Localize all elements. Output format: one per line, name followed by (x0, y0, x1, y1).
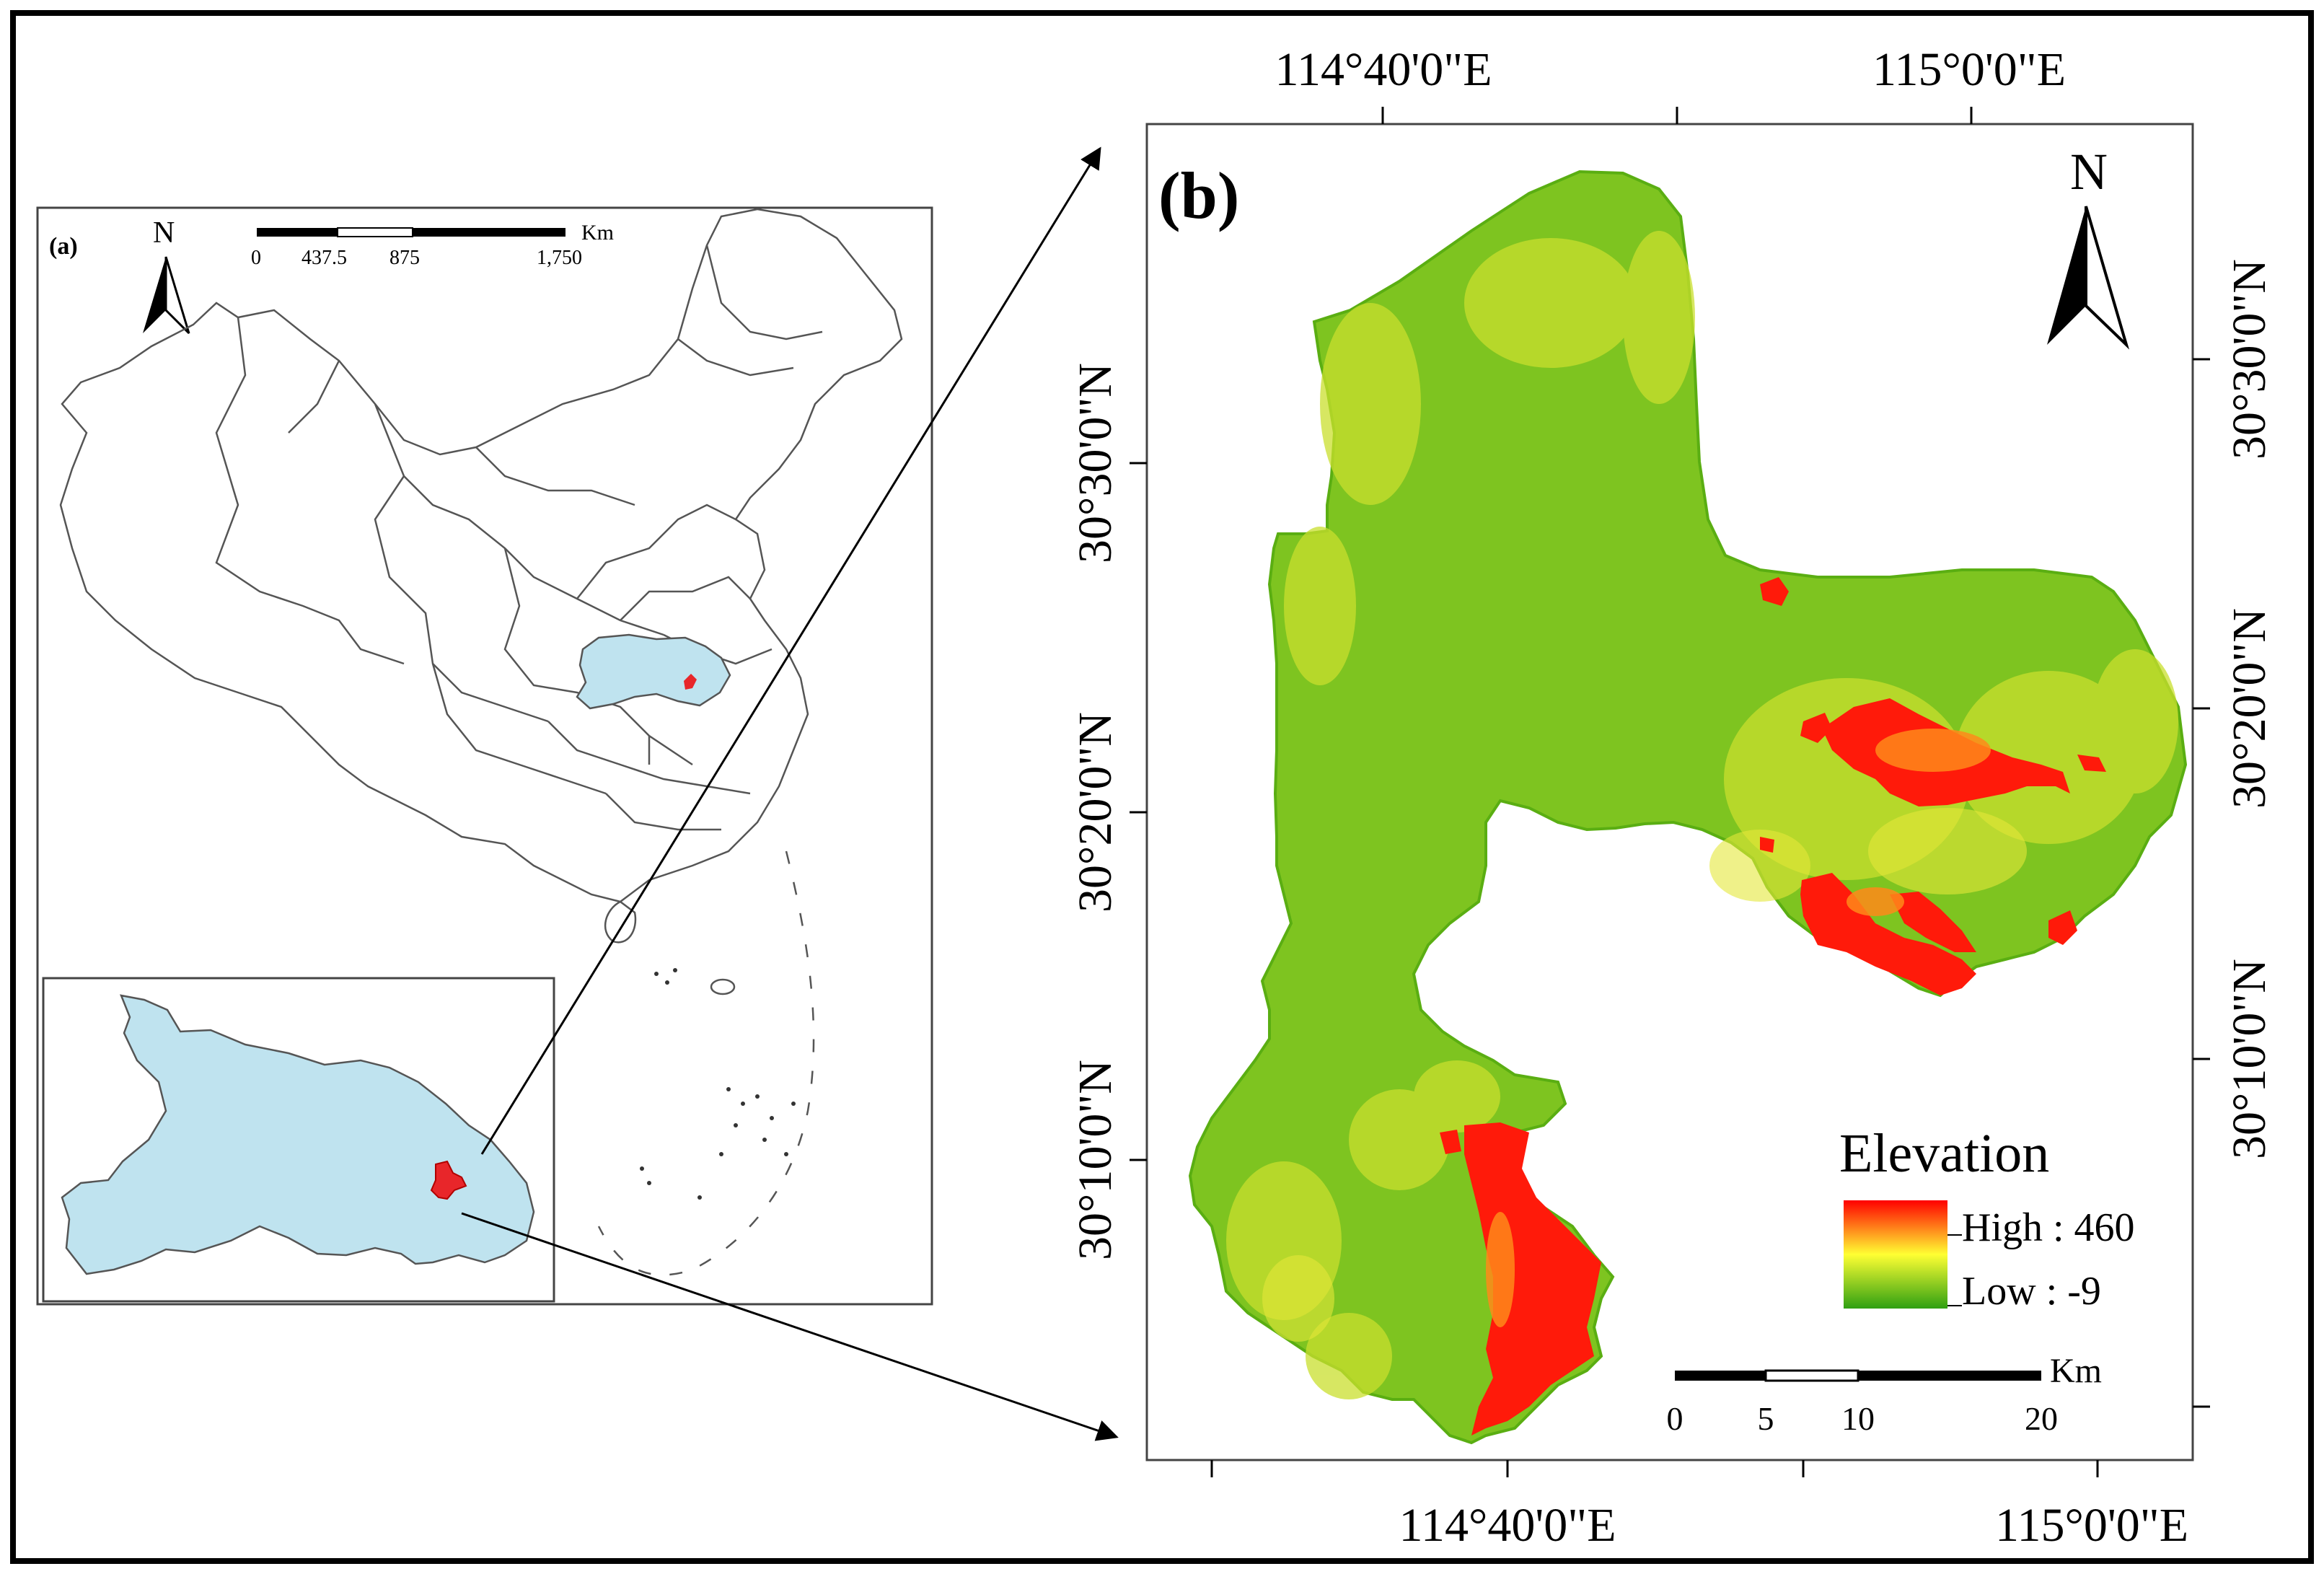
panel-a-scale-tick: 1,750 (537, 247, 582, 269)
north-arrow-right-icon (164, 256, 190, 335)
right-latitude-label: 30°20'0"N (2223, 608, 2276, 809)
left-latitude-label: 30°30'0"N (1069, 363, 1122, 563)
panel-b-scale-tick: 20 (2025, 1400, 2058, 1437)
elevation-map (1188, 170, 2188, 1445)
left-latitude-label: 30°20'0"N (1069, 712, 1122, 913)
hubei-province-highlight (576, 633, 731, 710)
north-arrow-left-icon (143, 257, 166, 333)
island-dots (640, 968, 796, 1200)
legend-high-label: High : 460 (1962, 1205, 2135, 1250)
top-longitude-label: 114°40'0"E (1275, 43, 1492, 96)
panel-a-north-arrow: N (143, 216, 190, 335)
china-map (59, 208, 903, 903)
left-latitude-label: 30°10'0"N (1069, 1060, 1122, 1260)
graticule-ticks (1130, 107, 2210, 1477)
nine-dash-line (597, 850, 815, 1276)
study-area-marker (684, 674, 697, 690)
panel-a-scale-tick: 437.5 (301, 247, 347, 269)
north-arrow-left-icon (2047, 206, 2086, 345)
panel-b-north-label: N (2070, 143, 2108, 201)
panel-b-north-arrow: N (2047, 143, 2130, 350)
bottom-longitude-label: 115°0'0"E (1995, 1499, 2188, 1552)
legend-color-ramp (1844, 1200, 1947, 1309)
panel-b-label: (b) (1158, 159, 1239, 232)
panel-b: 114°40'0"E 115°0'0"E 114°40'0"E 115°0'0"… (1069, 43, 2276, 1552)
study-area-inset (430, 1160, 467, 1200)
panel-b-scale-tick: 0 (1667, 1400, 1683, 1437)
panel-a: (a) N Km 0 437.5 875 1,750 (36, 146, 1119, 1441)
right-latitude-label: 30°30'0"N (2223, 259, 2276, 460)
panel-b-scale-tick: 10 (1841, 1400, 1875, 1437)
panel-b-scale-tick: 5 (1758, 1400, 1774, 1437)
panel-a-scale-tick: 875 (389, 247, 420, 269)
elevation-legend: Elevation High : 460 Low : -9 (1839, 1123, 2135, 1314)
top-longitude-label: 115°0'0"E (1872, 43, 2066, 96)
hubei-inset-map (61, 994, 535, 1275)
panel-b-scale-bar: Km 0 5 10 20 (1667, 1352, 2103, 1437)
panel-a-scale-bar: Km 0 437.5 875 1,750 (251, 221, 614, 269)
legend-title: Elevation (1839, 1123, 2049, 1184)
panel-b-scale-unit: Km (2050, 1352, 2102, 1390)
panel-a-scale-unit: Km (581, 221, 614, 245)
right-latitude-label: 30°10'0"N (2223, 959, 2276, 1159)
china-outline (59, 208, 903, 903)
legend-low-label: Low : -9 (1962, 1269, 2101, 1314)
north-arrow-right-icon (2085, 206, 2130, 350)
high-elevation-zones (1440, 577, 2106, 1435)
panel-a-scale-tick: 0 (251, 247, 261, 269)
bottom-longitude-label: 114°40'0"E (1399, 1499, 1616, 1552)
panel-a-label: (a) (49, 233, 78, 260)
leader-arrow-top (480, 146, 1101, 1155)
panel-a-north-label: N (153, 216, 175, 250)
leader-arrow-bottom (461, 1212, 1119, 1441)
